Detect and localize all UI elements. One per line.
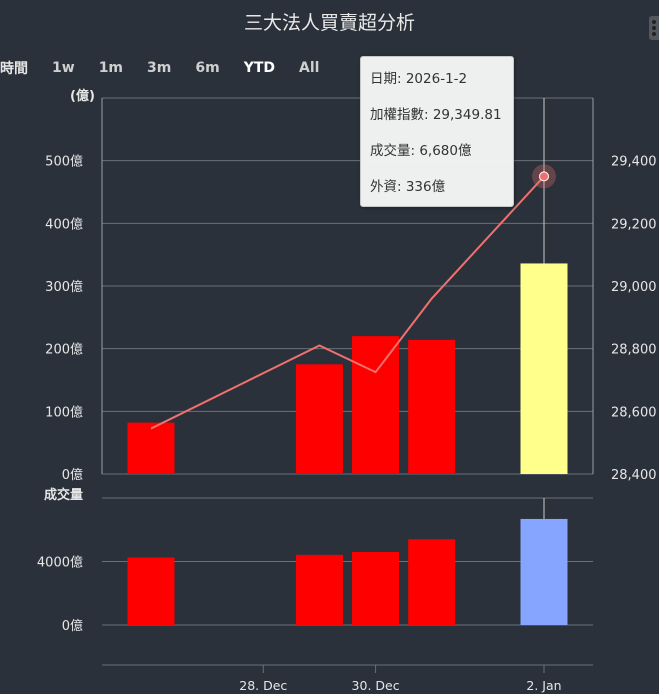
left-axis-tick-label: 400億 — [45, 216, 83, 232]
chart-tooltip: 日期: 2026-1-2 加權指數: 29,349.81 成交量: 6,680億… — [360, 56, 514, 207]
index-point-marker — [539, 171, 549, 182]
range-selector-label: 時間 — [0, 61, 28, 77]
right-axis-tick-label: 28,600 — [611, 405, 657, 420]
volume-axis-title: 成交量 — [44, 487, 83, 503]
left-axis-tick-label: 500億 — [45, 154, 83, 170]
right-axis-tick-label: 29,400 — [611, 155, 657, 170]
range-button-ytd[interactable]: YTD — [243, 60, 276, 76]
tooltip-date: 日期: 2026-1-2 — [370, 71, 468, 87]
range-button-1m[interactable]: 1m — [98, 60, 124, 76]
x-axis-tick-label: 30. Dec — [352, 678, 400, 693]
right-axis-tick-label: 28,400 — [611, 468, 657, 483]
foreign-bar — [352, 336, 400, 474]
index-line — [150, 175, 545, 430]
foreign-bar — [408, 339, 456, 474]
chart-menu-icon[interactable] — [649, 16, 659, 40]
x-axis-tick-label: 2. Jan — [526, 678, 561, 693]
volume-bar — [295, 554, 343, 625]
range-button-3m[interactable]: 3m — [147, 60, 172, 76]
tooltip-foreign: 外資: 336億 — [370, 179, 446, 195]
volume-bar — [352, 551, 400, 625]
foreign-bar — [127, 422, 175, 474]
range-button-all[interactable]: All — [299, 60, 320, 76]
right-axis-tick-label: 29,200 — [611, 217, 657, 232]
volume-bar — [127, 557, 175, 625]
left-axis-tick-label: 300億 — [45, 279, 83, 295]
left-axis-tick-label: 200億 — [45, 342, 83, 358]
right-axis-tick-label: 28,800 — [611, 343, 657, 358]
volume-bar — [408, 539, 456, 625]
range-button-6m[interactable]: 6m — [195, 60, 220, 76]
x-axis-tick-label: 28. Dec — [239, 678, 287, 693]
volume-axis-tick-label: 0億 — [62, 618, 83, 634]
chart-title: 三大法人買賣超分析 — [243, 12, 415, 34]
foreign-bar — [520, 263, 568, 474]
left-axis-tick-label: 0億 — [62, 467, 83, 483]
volume-bar — [520, 518, 568, 625]
range-selector: 時間 1w 1m 3m 6m YTD All — [0, 58, 331, 78]
right-axis-tick-label: 29,000 — [611, 280, 657, 295]
range-button-1w[interactable]: 1w — [52, 60, 75, 76]
tooltip-index: 加權指數: 29,349.81 — [370, 107, 502, 123]
left-axis-tick-label: 100億 — [45, 404, 83, 420]
left-axis-title: (億) — [70, 88, 95, 104]
tooltip-volume: 成交量: 6,680億 — [370, 143, 472, 159]
foreign-bar — [295, 364, 343, 474]
volume-axis-tick-label: 4000億 — [37, 555, 83, 571]
